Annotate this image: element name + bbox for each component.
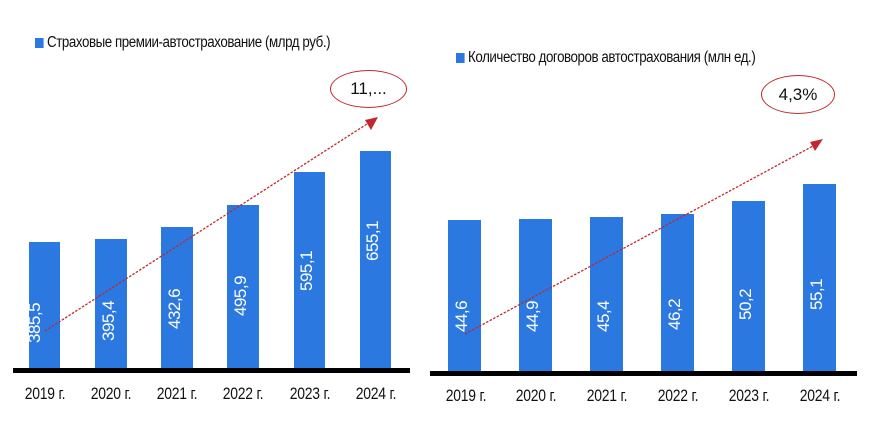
x-tick: 2021 г.: [586, 386, 628, 405]
x-tick: 2022 г.: [222, 384, 264, 403]
growth-callout: 4,3%: [761, 75, 835, 114]
bar-2020: 44,9: [519, 219, 552, 372]
bar-value: 46,2: [665, 298, 684, 330]
callout-text: 4,3%: [778, 84, 818, 104]
callout-text: 11,...: [350, 79, 387, 98]
x-tick: 2024 г.: [799, 386, 841, 405]
x-tick: 2024 г.: [355, 384, 397, 403]
growth-callout: 11,...: [330, 70, 407, 108]
bar-2023: 50,2: [732, 201, 765, 372]
legend-label: Количество договоров автострахования (мл…: [468, 49, 756, 66]
legend-contracts: Количество договоров автострахования (мл…: [456, 49, 756, 67]
x-tick: 2023 г.: [728, 386, 770, 405]
bar-value: 55,1: [807, 278, 826, 310]
x-tick: 2019 г.: [24, 384, 66, 403]
bar-2024: 55,1: [803, 184, 836, 372]
x-tick: 2023 г.: [289, 384, 331, 403]
bar-2022: 46,2: [661, 214, 694, 372]
x-tick: 2019 г.: [445, 386, 487, 405]
legend-swatch: [456, 53, 465, 63]
bar-2019: 44,6: [448, 220, 481, 372]
legend-label: Страховые премии-автострахование (млрд р…: [47, 34, 331, 51]
bar-value: 50,2: [736, 288, 755, 320]
x-axis: [430, 371, 857, 376]
legend-premiums: Страховые премии-автострахование (млрд р…: [35, 34, 331, 52]
x-axis: [13, 368, 410, 373]
x-tick: 2021 г.: [156, 384, 198, 403]
bar-value: 44,9: [523, 300, 542, 332]
x-tick: 2020 г.: [90, 384, 132, 403]
legend-swatch: [35, 38, 44, 48]
bar-2021: 45,4: [590, 217, 623, 372]
x-tick: 2022 г.: [657, 386, 699, 405]
x-tick: 2020 г.: [515, 386, 557, 405]
bar-value: 44,6: [452, 300, 471, 332]
bar-value: 45,4: [594, 300, 613, 332]
